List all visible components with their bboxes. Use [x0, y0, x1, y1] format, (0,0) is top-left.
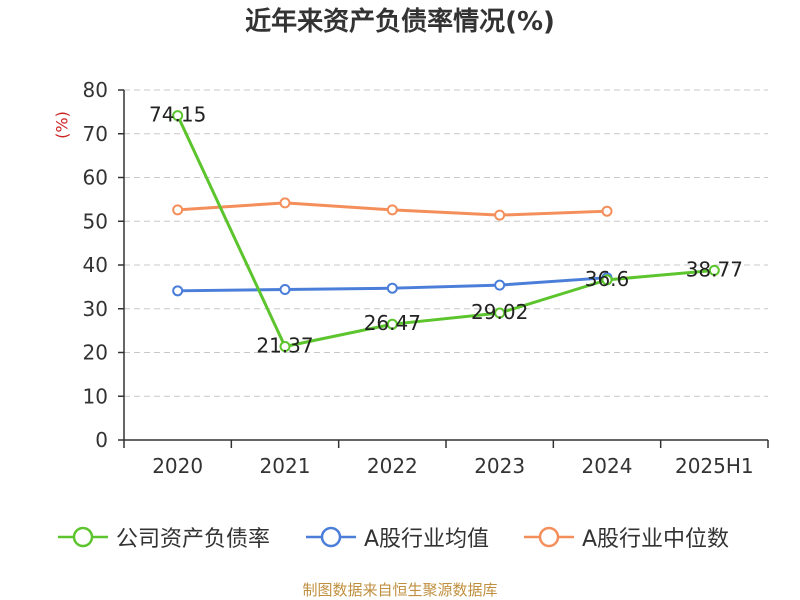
data-point[interactable]: [279, 284, 291, 295]
y-tick-label: 30: [83, 297, 108, 321]
y-tick-label: 20: [83, 341, 108, 365]
legend-label-industry-mean: A股行业均值: [364, 527, 490, 552]
data-point[interactable]: [172, 204, 184, 216]
data-label: 36.6: [585, 267, 630, 291]
y-tick-label: 0: [95, 428, 108, 452]
data-point[interactable]: [279, 341, 291, 353]
legend-item-industry-median[interactable]: A股行业中位数: [524, 523, 730, 552]
data-label: 26.47: [364, 311, 421, 335]
x-tick-label: 2020: [152, 454, 203, 478]
legend-label-industry-median: A股行业中位数: [582, 527, 730, 552]
legend-line-circle-icon: [58, 526, 108, 548]
series-group: [172, 110, 720, 353]
series-1: [172, 272, 613, 297]
legend-item-industry-mean[interactable]: A股行业均值: [306, 523, 490, 552]
y-tick-label: 40: [83, 253, 108, 277]
legend-item-company[interactable]: 公司资产负债率: [58, 523, 271, 552]
data-label: 21.37: [256, 334, 313, 358]
data-label: 38.77: [686, 257, 743, 281]
x-tick-label: 2021: [260, 454, 311, 478]
series-2: [172, 197, 613, 221]
series-line: [176, 114, 715, 349]
data-point[interactable]: [386, 204, 398, 216]
y-tick-label: 10: [83, 384, 108, 408]
legend-line-circle-icon: [524, 526, 574, 548]
y-tick-label: 80: [83, 78, 108, 102]
data-point[interactable]: [279, 197, 291, 209]
data-point[interactable]: [386, 282, 398, 294]
legend-label-company: 公司资产负债率: [116, 527, 271, 552]
data-label: 29.02: [471, 300, 528, 324]
y-axis-label: (%): [53, 111, 72, 139]
data-point[interactable]: [708, 264, 720, 276]
axes: 0 10 20 30 40 50 60 70 80 2020 2021 2022 2023 2024 202…: [83, 78, 769, 478]
data-point[interactable]: [494, 209, 506, 221]
series-0: [172, 110, 720, 353]
legend-line-circle-icon: [306, 526, 356, 548]
y-tick-label: 70: [83, 122, 108, 146]
data-label: 74.15: [149, 103, 206, 127]
x-tick-label: 2022: [367, 454, 418, 478]
data-labels: 74.15 21.37 26.47 29.02 36.6 38.77: [149, 103, 743, 358]
gridlines: [124, 89, 768, 397]
x-tick-label: 2025H1: [675, 454, 754, 478]
x-tick-label: 2023: [474, 454, 525, 478]
data-point[interactable]: [601, 205, 613, 217]
data-point[interactable]: [601, 274, 613, 286]
data-point[interactable]: [172, 285, 184, 297]
data-point[interactable]: [494, 279, 506, 291]
source-note: 制图数据来自恒生聚源数据库: [302, 581, 498, 599]
x-tick-label: 2024: [582, 454, 633, 478]
data-point[interactable]: [386, 318, 398, 330]
data-point[interactable]: [172, 110, 184, 122]
data-point[interactable]: [494, 307, 506, 319]
chart-title: 近年来资产负债率情况(%): [245, 7, 555, 37]
y-tick-label: 50: [83, 209, 108, 233]
y-tick-label: 60: [83, 166, 108, 190]
